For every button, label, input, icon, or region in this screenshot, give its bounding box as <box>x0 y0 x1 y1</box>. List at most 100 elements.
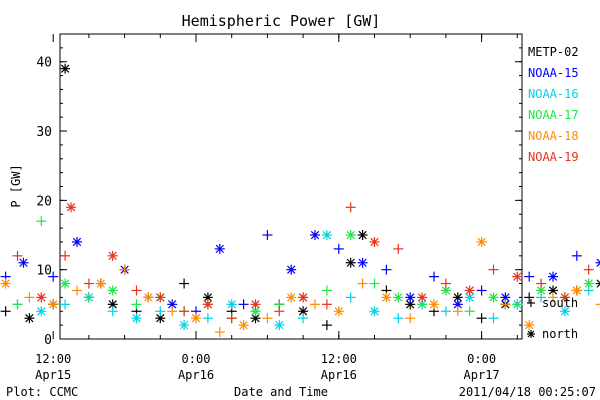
north-point <box>250 299 261 310</box>
north-point <box>226 299 237 310</box>
y-tick-label: 30 <box>36 125 52 140</box>
south-point <box>214 327 225 338</box>
legend-series-label: NOAA-18 <box>528 129 579 143</box>
north-point <box>48 299 59 310</box>
north-point <box>131 313 142 324</box>
north-point <box>488 292 499 303</box>
north-point <box>202 299 213 310</box>
south-point <box>524 271 535 282</box>
south-point <box>429 271 439 282</box>
legend-symbol-south <box>527 299 535 307</box>
south-point <box>36 216 47 227</box>
north-point <box>107 299 118 310</box>
north-point <box>274 320 285 331</box>
south-point <box>310 299 320 310</box>
south-point <box>321 285 332 296</box>
x-tick-label-time: 0:00 <box>467 352 496 366</box>
north-point <box>155 292 166 303</box>
chart-title: Hemispheric Power [GW] <box>182 12 381 30</box>
south-point <box>179 306 190 317</box>
north-point <box>0 278 11 289</box>
legend-symbol-label: north <box>542 327 578 341</box>
south-point <box>131 285 142 296</box>
south-point <box>488 313 499 324</box>
north-point <box>464 285 475 296</box>
south-point <box>488 264 499 275</box>
south-point <box>321 299 332 310</box>
north-point <box>95 278 106 289</box>
south-point <box>48 271 59 282</box>
x-tick-label-date: Apr16 <box>178 368 214 382</box>
south-point <box>512 299 523 310</box>
north-point <box>476 236 487 247</box>
south-point <box>262 313 273 324</box>
south-point <box>381 264 392 275</box>
north-point <box>36 292 47 303</box>
south-point <box>24 292 35 303</box>
south-point <box>298 313 309 324</box>
north-point <box>238 320 249 331</box>
y-tick-label: 40 <box>36 56 52 71</box>
south-point <box>393 243 404 254</box>
south-point <box>72 285 82 296</box>
north-point <box>548 271 558 282</box>
north-point <box>72 236 82 247</box>
north-point <box>66 202 77 213</box>
south-point <box>226 313 237 324</box>
north-point <box>595 257 600 268</box>
data-points <box>0 63 600 338</box>
north-point <box>298 306 309 317</box>
north-point <box>595 278 600 289</box>
north-point <box>60 63 71 74</box>
x-axis-label: Date and Time <box>234 385 328 399</box>
north-point <box>107 250 118 261</box>
legend: METP-02 NOAA-15 NOAA-16 NOAA-17 NOAA-18 NOAA-… <box>527 45 579 341</box>
series-noaa-15 <box>0 230 600 317</box>
x-tick-label-time: 12:00 <box>321 352 357 366</box>
south-point <box>345 202 356 213</box>
south-point <box>345 292 356 303</box>
north-point <box>24 313 35 324</box>
south-point <box>60 299 71 310</box>
north-point <box>36 306 47 317</box>
south-point <box>155 306 166 317</box>
x-tick-label-date: Apr17 <box>464 368 500 382</box>
north-point <box>286 292 297 303</box>
legend-series-label: NOAA-19 <box>528 150 579 164</box>
south-point <box>12 250 23 261</box>
south-point <box>524 292 535 303</box>
north-point <box>191 313 201 324</box>
y-tick-label: 10 <box>36 264 52 279</box>
south-point <box>202 313 213 324</box>
south-point <box>500 299 511 310</box>
series-noaa-17 <box>12 216 594 324</box>
south-point <box>238 299 249 310</box>
south-point <box>274 306 285 317</box>
north-point <box>583 278 594 289</box>
y-axis: 0 10 20 30 40 <box>36 33 522 348</box>
footer-plot-credit: Plot: CCMC <box>6 385 78 399</box>
south-point <box>393 313 404 324</box>
x-tick-label-time: 0:00 <box>182 352 211 366</box>
legend-series-label: NOAA-15 <box>528 66 579 80</box>
legend-symbol-north <box>527 330 535 338</box>
north-point <box>333 306 344 317</box>
south-point <box>440 278 451 289</box>
south-point <box>357 278 368 289</box>
south-point <box>476 285 487 296</box>
north-point <box>345 257 356 268</box>
south-point <box>333 243 344 254</box>
south-point <box>321 320 332 331</box>
series-noaa-18 <box>0 236 600 338</box>
x-tick-label-date: Apr16 <box>321 368 357 382</box>
north-point <box>524 320 535 331</box>
south-point <box>452 306 463 317</box>
north-point <box>298 292 309 303</box>
legend-series-label: NOAA-17 <box>528 108 579 122</box>
north-point <box>369 306 380 317</box>
north-point <box>18 257 29 268</box>
south-point <box>595 299 600 310</box>
north-point <box>310 230 320 241</box>
legend-series-label: NOAA-16 <box>528 87 579 101</box>
